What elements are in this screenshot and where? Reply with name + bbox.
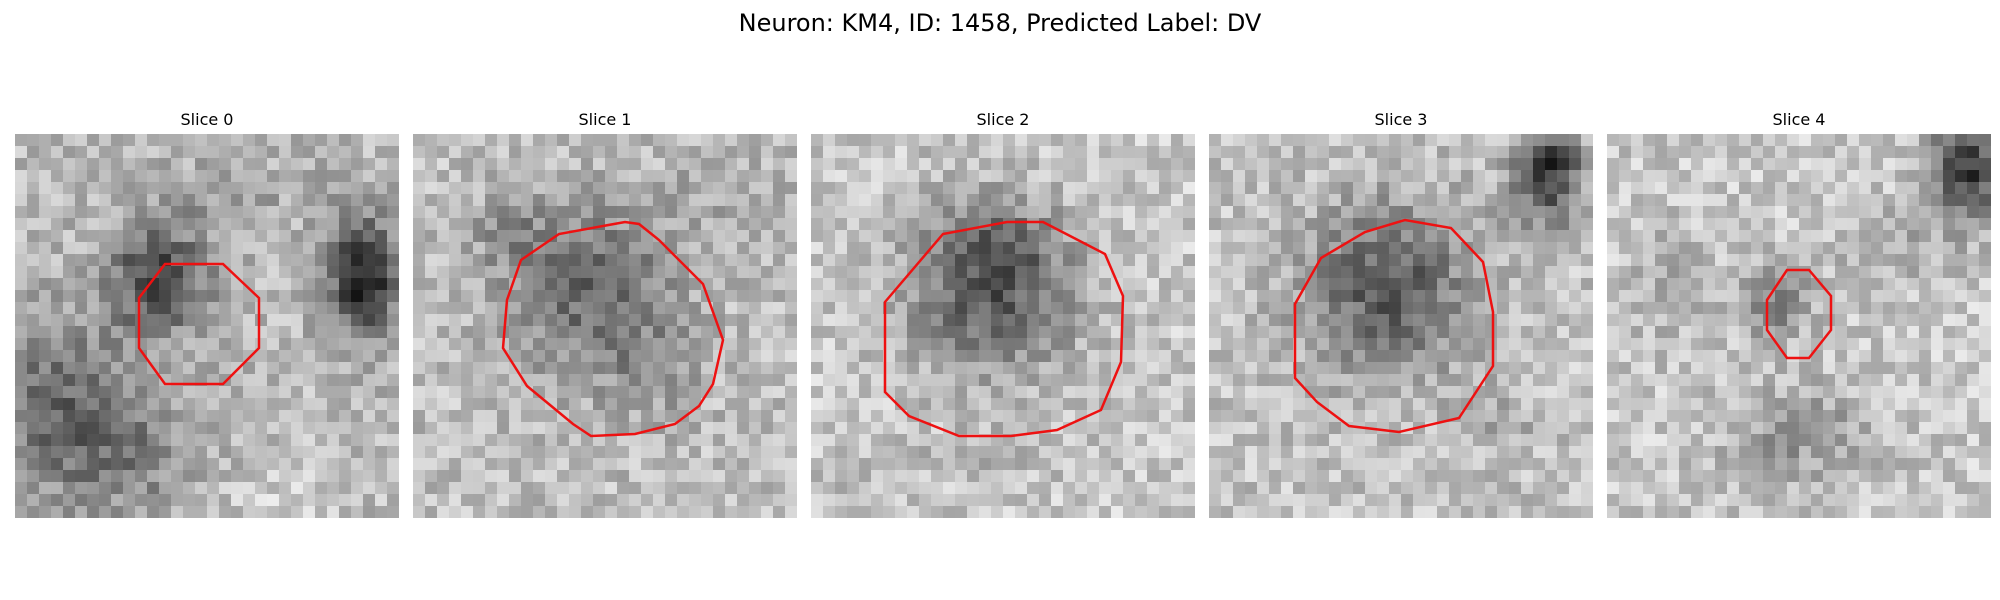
slice-title-3: Slice 3 bbox=[1374, 110, 1428, 129]
slice-image-0 bbox=[15, 134, 399, 518]
roi-polygon-1 bbox=[501, 220, 725, 438]
roi-outline-2 bbox=[883, 220, 1125, 438]
slice-title-1: Slice 1 bbox=[578, 110, 632, 129]
slice-title-4: Slice 4 bbox=[1772, 110, 1826, 129]
slice-image-2 bbox=[811, 134, 1195, 518]
roi-polygon-3 bbox=[1293, 218, 1495, 434]
roi-polygon-0 bbox=[137, 262, 261, 386]
roi-outline-3 bbox=[1293, 218, 1495, 434]
slice-image-4 bbox=[1607, 134, 1991, 518]
slice-panel-1: Slice 1 bbox=[413, 110, 797, 518]
slice-panel-4: Slice 4 bbox=[1607, 110, 1991, 518]
roi-outline-4 bbox=[1765, 268, 1833, 360]
slice-image-1 bbox=[413, 134, 797, 518]
roi-polygon-4 bbox=[1765, 268, 1833, 360]
slice-panel-0: Slice 0 bbox=[15, 110, 399, 518]
figure-title: Neuron: KM4, ID: 1458, Predicted Label: … bbox=[738, 9, 1262, 37]
slice-title-2: Slice 2 bbox=[976, 110, 1030, 129]
slice-title-0: Slice 0 bbox=[180, 110, 234, 129]
roi-outline-1 bbox=[501, 220, 725, 438]
slice-panel-2: Slice 2 bbox=[811, 110, 1195, 518]
slice-panel-3: Slice 3 bbox=[1209, 110, 1593, 518]
slice-image-3 bbox=[1209, 134, 1593, 518]
roi-polygon-2 bbox=[883, 220, 1125, 438]
roi-outline-0 bbox=[137, 262, 261, 386]
